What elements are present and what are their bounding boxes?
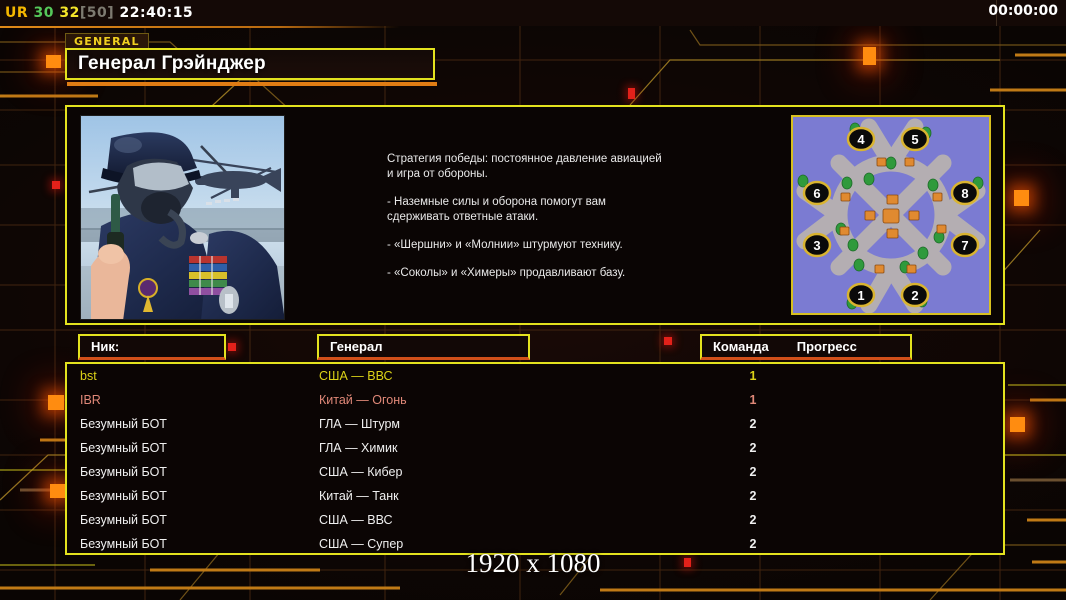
row-nick: Безумный БОТ xyxy=(80,537,167,551)
page-title: Генерал Грэйнджер xyxy=(78,53,266,74)
row-progress-bar xyxy=(795,392,985,407)
column-header-nick-label: Ник: xyxy=(91,339,120,354)
blurb-line: Стратегия победы: постоянное давление ав… xyxy=(387,153,662,180)
table-row[interactable]: Безумный БОТ США — ВВС 2 xyxy=(67,508,1003,532)
column-header-team-progress: Команда Прогресс xyxy=(700,334,912,360)
column-header-nick: Ник: xyxy=(78,334,226,360)
row-general: США — Супер xyxy=(319,537,404,551)
top-status-bar: UR 30 32[50] 22:40:15 00:00:00 xyxy=(0,0,1066,26)
blurb-line: - «Шершни» и «Молнии» штурмуют технику. xyxy=(387,239,623,251)
svg-text:4: 4 xyxy=(857,132,865,147)
system-clock: 22:40:15 xyxy=(119,5,194,21)
blurb-line: - «Соколы» и «Химеры» продавливают базу. xyxy=(387,267,626,279)
decor-red-square xyxy=(684,558,691,567)
decor-glow-square xyxy=(1010,417,1025,432)
topbar-underline xyxy=(0,26,400,28)
topbar-divider xyxy=(996,0,997,26)
row-nick: Безумный БОТ xyxy=(80,489,167,503)
map-spawn-markers: 4 5 6 8 3 7 1 2 xyxy=(802,126,980,308)
svg-text:2: 2 xyxy=(911,288,918,303)
row-general: Китай — Танк xyxy=(319,489,399,503)
row-general: Китай — Огонь xyxy=(319,393,407,407)
decor-red-square xyxy=(628,88,635,99)
decor-glow-square xyxy=(46,55,61,68)
column-header-team-label: Команда xyxy=(713,339,769,354)
row-general: США — ВВС xyxy=(319,513,393,527)
blurb-line: - Наземные силы и оборона помогут вам сд… xyxy=(387,196,606,223)
row-progress-bar xyxy=(795,368,985,383)
title-underline xyxy=(67,82,437,86)
svg-text:7: 7 xyxy=(961,238,968,253)
decor-glow-square xyxy=(1014,190,1029,206)
row-team: 1 xyxy=(749,369,757,383)
table-row[interactable]: Безумный БОТ Китай — Танк 2 xyxy=(67,484,1003,508)
row-general: ГЛА — Химик xyxy=(319,441,398,455)
strategy-description: Стратегия победы: постоянное давление ав… xyxy=(387,152,787,281)
svg-text:5: 5 xyxy=(911,132,918,147)
match-timer: 00:00:00 xyxy=(988,3,1058,19)
mod-tag: UR xyxy=(5,5,29,21)
svg-text:6: 6 xyxy=(813,186,820,201)
row-team: 2 xyxy=(749,489,757,503)
svg-text:8: 8 xyxy=(961,186,968,201)
decor-glow-square xyxy=(50,484,65,498)
row-team: 2 xyxy=(749,441,757,455)
table-row[interactable]: Безумный БОТ ГЛА — Химик 2 xyxy=(67,436,1003,460)
decor-red-square xyxy=(664,337,672,345)
resolution-watermark: 1920 x 1080 xyxy=(465,548,601,578)
general-portrait xyxy=(80,115,285,320)
row-team: 2 xyxy=(749,513,757,527)
stat-bracket: [50] xyxy=(79,5,115,21)
row-team: 2 xyxy=(749,417,757,431)
player-list-panel: bst США — ВВС 1 IBR Китай — Огонь 1 Безу… xyxy=(65,362,1005,555)
table-row[interactable]: Безумный БОТ ГЛА — Штурм 2 xyxy=(67,412,1003,436)
row-team: 2 xyxy=(749,537,757,551)
table-row[interactable]: Безумный БОТ США — Супер 2 xyxy=(67,532,1003,553)
row-nick: Безумный БОТ xyxy=(80,465,167,479)
svg-text:1: 1 xyxy=(857,288,864,303)
decor-red-square xyxy=(228,343,236,351)
decor-glow-square xyxy=(48,395,64,410)
row-general: США — Кибер xyxy=(319,465,403,479)
row-nick: Безумный БОТ xyxy=(80,441,167,455)
general-title-bar: Генерал Грэйнджер xyxy=(65,48,437,86)
general-info-panel: Стратегия победы: постоянное давление ав… xyxy=(65,105,1005,325)
row-nick: Безумный БОТ xyxy=(80,417,167,431)
decor-glow-square xyxy=(863,47,876,65)
svg-text:3: 3 xyxy=(813,238,820,253)
row-nick: IBR xyxy=(80,393,101,407)
decor-red-square xyxy=(52,181,60,189)
row-nick: bst xyxy=(80,369,97,383)
stat-number-a: 30 xyxy=(33,5,55,21)
column-header-general-label: Генерал xyxy=(330,339,383,354)
row-nick: Безумный БОТ xyxy=(80,513,167,527)
table-row[interactable]: Безумный БОТ США — Кибер 2 xyxy=(67,460,1003,484)
stat-number-b: 32 xyxy=(59,5,80,21)
table-row[interactable]: IBR Китай — Огонь 1 xyxy=(67,388,1003,412)
column-header-general: Генерал xyxy=(317,334,530,360)
map-preview[interactable]: 4 5 6 8 3 7 1 2 xyxy=(791,115,991,315)
row-team: 1 xyxy=(749,393,757,407)
row-team: 2 xyxy=(749,465,757,479)
tab-general[interactable]: GENERAL xyxy=(65,33,149,50)
column-header-progress-label: Прогресс xyxy=(796,339,857,354)
row-general: ГЛА — Штурм xyxy=(319,417,401,431)
row-general: США — ВВС xyxy=(319,369,393,383)
top-status-left: UR 30 32[50] 22:40:15 xyxy=(0,5,193,21)
table-row[interactable]: bst США — ВВС 1 xyxy=(67,364,1003,388)
